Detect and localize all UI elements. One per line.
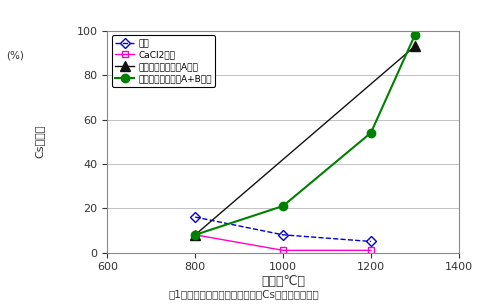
X-axis label: 温度（℃）: 温度（℃） xyxy=(261,275,305,288)
Line: 高性能反応促進劑A+B添加: 高性能反応促進劑A+B添加 xyxy=(191,31,419,239)
Text: (%): (%) xyxy=(6,51,23,60)
Line: CaCl2添加: CaCl2添加 xyxy=(192,231,374,254)
Line: 土壌: 土壌 xyxy=(192,214,374,245)
Text: 図1　各種模擬試料の昇華温度とCs揮発率との関係: 図1 各種模擬試料の昇華温度とCs揮発率との関係 xyxy=(169,289,319,299)
高性能反応促進劑A+B添加 xyxy=(280,204,286,208)
高性能反応促進劑A+B添加 xyxy=(192,233,198,237)
土壌 xyxy=(192,215,198,219)
土壌 xyxy=(280,233,286,237)
Text: Cs揮発率: Cs揮発率 xyxy=(34,125,44,158)
CaCl2添加 xyxy=(280,249,286,252)
CaCl2添加 xyxy=(192,233,198,237)
CaCl2添加 xyxy=(368,249,374,252)
土壌 xyxy=(368,240,374,243)
高性能反応促進劑A+B添加 xyxy=(412,33,418,37)
高性能反応促進劑A+B添加 xyxy=(368,131,374,135)
Legend: 土壌, CaCl2添加, 高性能反応促進劑A添加, 高性能反応促進劑A+B添加: 土壌, CaCl2添加, 高性能反応促進劑A添加, 高性能反応促進劑A+B添加 xyxy=(112,35,215,87)
